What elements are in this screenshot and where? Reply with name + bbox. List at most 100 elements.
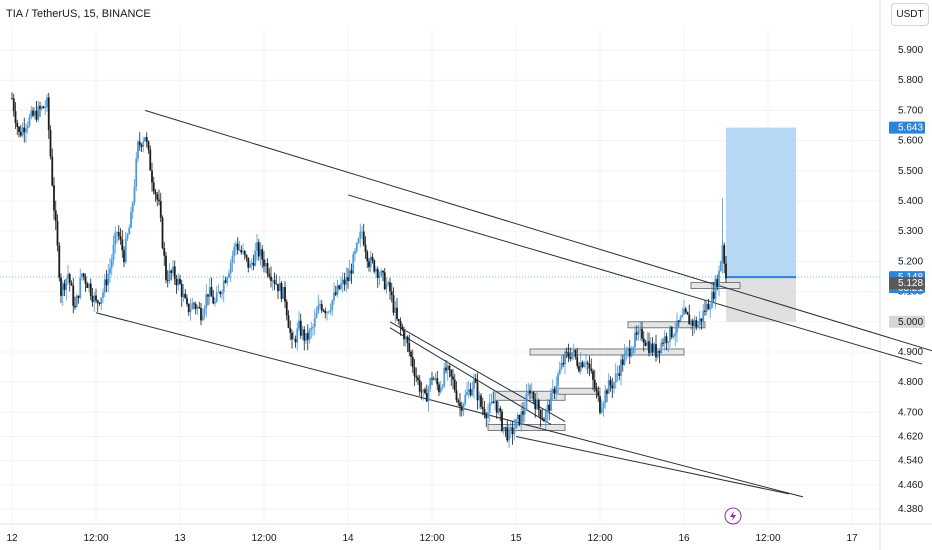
candle-body	[224, 280, 227, 283]
candle-body	[228, 273, 230, 278]
candle-body	[476, 382, 479, 401]
candle-body	[474, 378, 477, 383]
y-tick-label: 4.700	[898, 407, 923, 418]
candle-body	[600, 408, 603, 413]
candle-body	[509, 427, 512, 430]
candle-body	[387, 282, 390, 285]
candle-body	[159, 201, 162, 218]
candle-body	[410, 351, 412, 358]
candle-body	[298, 320, 300, 329]
candle-body	[712, 292, 715, 299]
lightning-icon-glyph	[730, 511, 736, 521]
candle-body	[642, 338, 645, 343]
candle-body	[555, 385, 558, 394]
candle-body	[504, 427, 507, 429]
candle-body	[415, 376, 418, 378]
y-tick-label: 4.540	[898, 456, 923, 467]
candle-body	[65, 278, 68, 290]
candle-body	[193, 303, 195, 305]
candle-body	[424, 389, 426, 394]
candle-body	[81, 273, 83, 278]
candle-body	[597, 391, 600, 397]
candle-body	[82, 273, 85, 277]
candle-body	[513, 428, 516, 435]
candle-body	[655, 344, 657, 358]
x-tick-label: 12:00	[755, 533, 780, 544]
candle-body	[208, 287, 211, 297]
y-tick-label: 5.400	[898, 196, 923, 207]
candle-body	[558, 369, 561, 375]
candle-body	[79, 277, 82, 298]
candle-body	[96, 300, 99, 303]
y-tick-label: 4.380	[898, 504, 923, 515]
candle-body	[469, 389, 472, 396]
candle-body	[637, 330, 640, 335]
candle-body	[632, 347, 635, 353]
candle-body	[217, 291, 220, 293]
candle-body	[359, 232, 362, 239]
x-tick-label: 12	[6, 533, 18, 544]
candle-body	[361, 231, 363, 233]
candle-body	[70, 282, 73, 286]
candle-body	[543, 419, 545, 422]
currency-button[interactable]: USDT	[891, 3, 929, 26]
candle-body	[565, 351, 568, 353]
candle-body	[369, 256, 372, 268]
candle-body	[649, 343, 652, 354]
candle-body	[350, 270, 353, 274]
candle-body	[16, 122, 19, 127]
candle-body	[112, 244, 115, 260]
candle-body	[126, 234, 129, 239]
candle-body	[621, 359, 624, 365]
candle-body	[611, 385, 614, 389]
candle-body	[39, 106, 41, 109]
candle-body	[462, 404, 465, 411]
candle-body	[520, 411, 523, 425]
candle-body	[455, 390, 458, 401]
candle-body	[282, 287, 285, 299]
candle-body	[478, 395, 481, 401]
x-tick-label: 12:00	[83, 533, 108, 544]
candle-body	[198, 307, 201, 309]
candle-body	[42, 106, 45, 109]
candle-body	[280, 282, 283, 299]
candle-body	[523, 409, 526, 415]
candle-body	[219, 291, 222, 294]
candle-body	[128, 227, 131, 235]
candle-body	[408, 343, 411, 352]
candle-body	[88, 283, 90, 289]
candle-body	[324, 310, 327, 314]
candle-body	[595, 388, 598, 392]
candle-body	[368, 261, 370, 268]
candle-body	[95, 295, 97, 301]
candle-body	[170, 270, 173, 273]
candle-body	[548, 404, 551, 411]
candle-body	[268, 273, 271, 277]
order-block	[529, 348, 685, 356]
candle-body	[420, 391, 423, 393]
candle-body	[60, 277, 62, 296]
candle-body	[263, 259, 265, 267]
candle-body	[119, 236, 122, 240]
candle-body	[354, 251, 356, 255]
target-zone	[726, 127, 796, 278]
candle-body	[546, 404, 549, 412]
candle-body	[291, 332, 293, 340]
candle-body	[334, 292, 337, 295]
candle-body	[607, 380, 610, 394]
candle-body	[453, 379, 456, 391]
candle-body	[245, 254, 248, 258]
candle-body	[390, 291, 393, 296]
candle-body	[383, 272, 386, 290]
candle-body	[418, 380, 421, 392]
candle-body	[691, 320, 694, 327]
candle-body	[327, 311, 330, 313]
x-tick-label: 13	[174, 533, 186, 544]
candle-body	[240, 249, 243, 253]
candle-body	[89, 283, 92, 296]
candle-body	[77, 295, 80, 298]
candle-body	[429, 378, 432, 389]
candle-body	[114, 232, 117, 245]
candle-body	[84, 276, 87, 284]
